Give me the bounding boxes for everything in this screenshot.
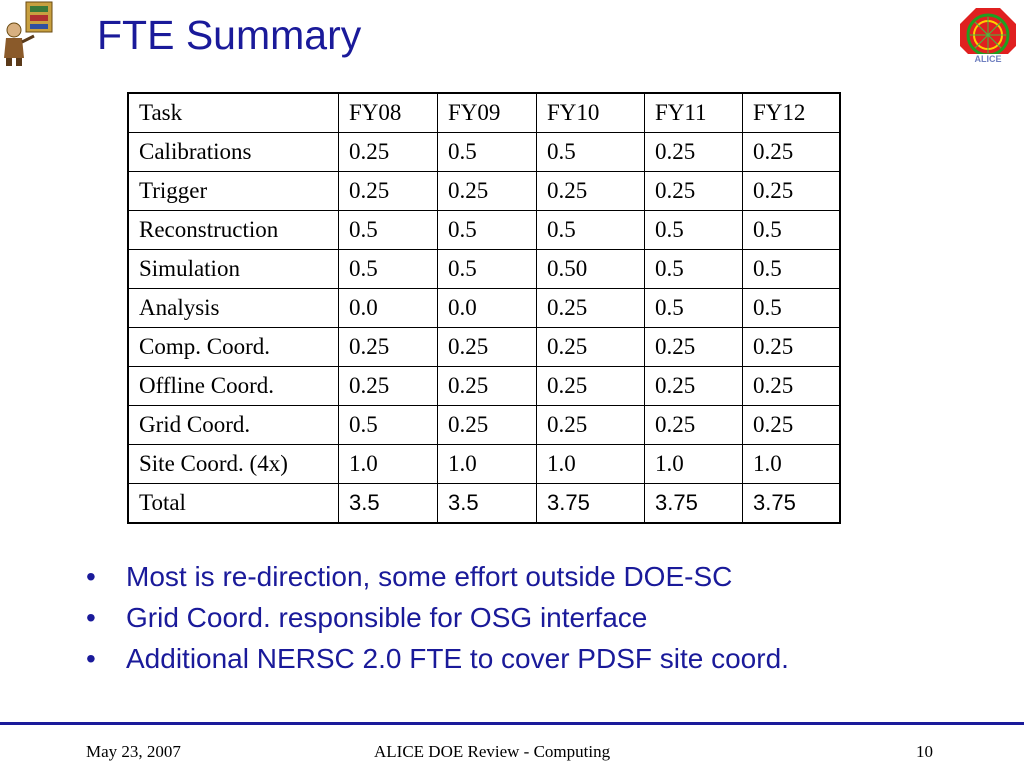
table-cell: Reconstruction [127,210,339,250]
table-cell: Offline Coord. [127,366,339,406]
table-cell: Simulation [127,249,339,289]
table-cell: 0.25 [536,405,645,445]
bullet-list: • Most is re-direction, some effort outsi… [86,556,789,679]
table-cell: 0.25 [437,327,537,367]
table-cell: 0.0 [437,288,537,328]
alice-logo-icon: ALICE [960,8,1016,64]
table-row: Simulation 0.5 0.5 0.50 0.5 0.5 [127,249,841,289]
page-title: FTE Summary [97,12,362,58]
table-cell: 0.25 [644,405,743,445]
table-cell: 0.25 [338,132,438,172]
table-cell: 0.25 [338,366,438,406]
table-row: Comp. Coord. 0.25 0.25 0.25 0.25 0.25 [127,327,841,367]
table-cell: 0.25 [437,405,537,445]
bullet-icon: • [86,561,96,592]
table-cell: 0.25 [742,405,841,445]
table-cell: 0.25 [644,171,743,211]
table-cell: 3.75 [644,483,743,524]
table-cell: 1.0 [644,444,743,484]
table-cell: 0.5 [644,288,743,328]
table-cell: 3.75 [742,483,841,524]
svg-text:ALICE: ALICE [975,54,1002,64]
table-cell: 0.5 [437,249,537,289]
list-item: • Most is re-direction, some effort outsi… [86,556,789,597]
table-row: Reconstruction 0.5 0.5 0.5 0.5 0.5 [127,210,841,250]
table-cell: 0.5 [536,210,645,250]
table-cell: 0.5 [338,210,438,250]
table-cell: 0.25 [644,132,743,172]
table-row: Calibrations 0.25 0.5 0.5 0.25 0.25 [127,132,841,172]
table-cell: 0.5 [338,249,438,289]
page-number: 10 [916,742,933,761]
table-cell: 1.0 [536,444,645,484]
table-cell: 3.75 [536,483,645,524]
table-cell: 0.5 [742,249,841,289]
column-header: FY09 [437,92,537,133]
table-cell: 1.0 [742,444,841,484]
fte-table: Task FY08 FY09 FY10 FY11 FY12 Calibratio… [127,92,841,524]
column-header: FY10 [536,92,645,133]
table-cell: 0.5 [338,405,438,445]
table-cell: 0.25 [338,171,438,211]
list-item: • Grid Coord. responsible for OSG interfa… [86,597,789,638]
table-cell: 0.25 [742,171,841,211]
table-cell: 0.25 [536,288,645,328]
table-cell: 3.5 [437,483,537,524]
table-cell: 0.25 [437,171,537,211]
table-cell: 0.0 [338,288,438,328]
bullet-icon: • [86,643,96,674]
bullet-text: Additional NERSC 2.0 FTE to cover PDSF s… [126,643,789,674]
table-row: Analysis 0.0 0.0 0.25 0.5 0.5 [127,288,841,328]
table-cell: Total [127,483,339,524]
table-cell: 0.25 [338,327,438,367]
table-cell: 1.0 [437,444,537,484]
table-cell: 0.25 [644,366,743,406]
table-cell: 0.25 [437,366,537,406]
table-cell: 0.5 [644,249,743,289]
table-cell: 0.50 [536,249,645,289]
bullet-text: Most is re-direction, some effort outsid… [126,561,733,592]
column-header: FY11 [644,92,743,133]
table-cell: 0.5 [644,210,743,250]
table-cell: 0.5 [742,210,841,250]
table-cell: 0.5 [742,288,841,328]
column-header: FY08 [338,92,438,133]
table-cell: Analysis [127,288,339,328]
bullet-icon: • [86,602,96,633]
table-cell: Grid Coord. [127,405,339,445]
table-row: Offline Coord. 0.25 0.25 0.25 0.25 0.25 [127,366,841,406]
table-cell: 0.25 [536,366,645,406]
table-cell: Calibrations [127,132,339,172]
table-header-row: Task FY08 FY09 FY10 FY11 FY12 [127,92,841,133]
table-cell: 0.25 [536,327,645,367]
table-row: Trigger 0.25 0.25 0.25 0.25 0.25 [127,171,841,211]
tools-figure-logo-icon [4,1,53,66]
table-cell: Trigger [127,171,339,211]
table-cell: 0.25 [536,171,645,211]
footer-date: May 23, 2007 [86,742,181,761]
table-cell: 0.5 [437,210,537,250]
table-cell: 3.5 [338,483,438,524]
table-row: Site Coord. (4x) 1.0 1.0 1.0 1.0 1.0 [127,444,841,484]
table-cell: 0.25 [742,327,841,367]
table-row: Grid Coord. 0.5 0.25 0.25 0.25 0.25 [127,405,841,445]
table-cell: 1.0 [338,444,438,484]
table-cell: 0.25 [742,366,841,406]
column-header: FY12 [742,92,841,133]
table-cell: 0.25 [742,132,841,172]
footer-divider [0,722,1024,725]
table-total-row: Total 3.5 3.5 3.75 3.75 3.75 [127,483,841,524]
table-cell: 0.25 [644,327,743,367]
table-cell: Site Coord. (4x) [127,444,339,484]
footer-title: ALICE DOE Review - Computing [374,742,611,761]
table-cell: Comp. Coord. [127,327,339,367]
column-header: Task [127,92,339,133]
table-cell: 0.5 [536,132,645,172]
bullet-text: Grid Coord. responsible for OSG interfac… [126,602,648,633]
list-item: • Additional NERSC 2.0 FTE to cover PDSF … [86,638,789,679]
table-cell: 0.5 [437,132,537,172]
